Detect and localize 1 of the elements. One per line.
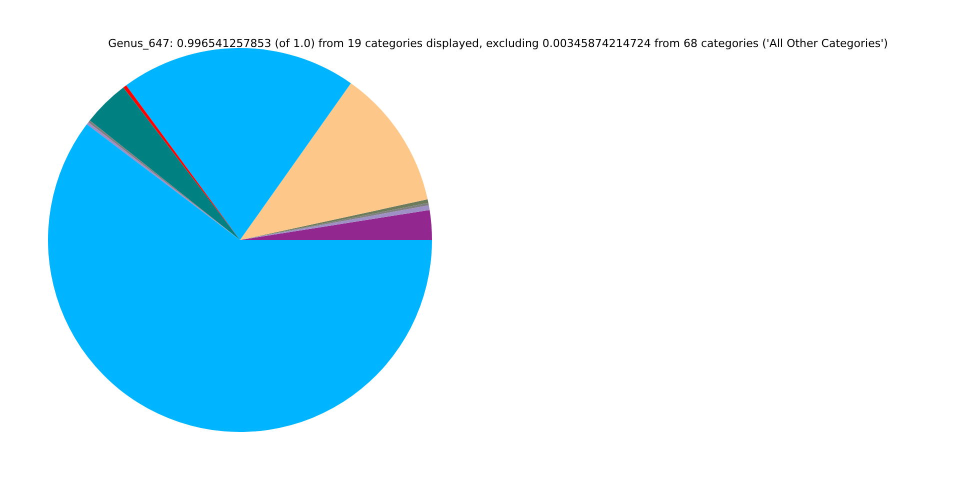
text: Genus_647: 0.996541257853 (of 1.0) from 19 categories displayed, excluding 0.00345874214724 from 68 categories ('All Other Categories') xyxy=(108,37,888,50)
